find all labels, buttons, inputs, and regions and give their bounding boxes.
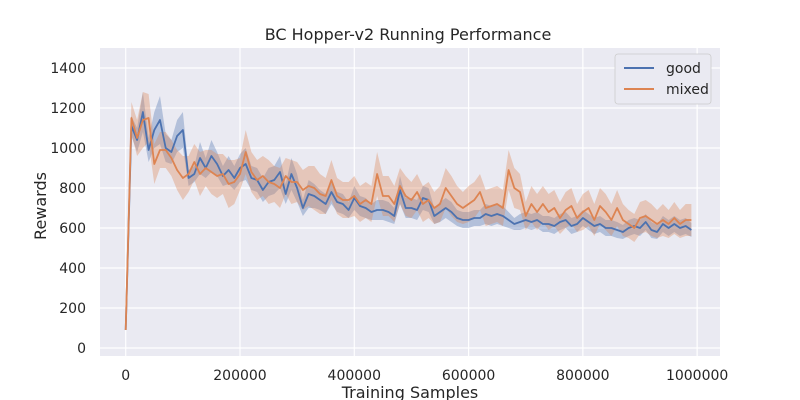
y-tick-label: 1000 [50,141,86,157]
line-mixed [124,117,692,331]
legend: good mixed [614,53,712,105]
y-tick-label: 1200 [50,101,86,117]
y-tick-label: 200 [59,301,86,317]
y-tick-label: 0 [77,341,86,357]
y-tick-label: 1400 [50,61,86,77]
y-tick-label: 600 [59,221,86,237]
legend-label-good: good [666,61,701,77]
legend-label-mixed: mixed [666,82,709,98]
x-tick-label: 400000 [328,368,381,384]
x-tick-label: 800000 [556,368,609,384]
confidence-bands [125,92,692,330]
legend-box [614,53,712,105]
x-axis-title: Training Samples [341,383,479,400]
x-tick-label: 0 [121,368,130,384]
band-mixed [125,92,692,330]
x-tick-label: 600000 [442,368,495,384]
series-lines [124,111,692,331]
y-tick-label: 800 [59,181,86,197]
y-axis-title: Rewards [31,172,50,240]
grid [100,48,720,356]
chart-title: BC Hopper-v2 Running Performance [265,25,552,44]
x-axis-ticks: 0 200000 400000 600000 800000 1000000 [121,368,728,384]
y-axis-ticks: 0 200 400 600 800 1000 1200 1400 [50,61,86,357]
x-tick-label: 200000 [213,368,266,384]
band-good [125,92,692,330]
line-good [124,111,692,331]
x-tick-label: 1000000 [666,368,728,384]
y-tick-label: 400 [59,261,86,277]
